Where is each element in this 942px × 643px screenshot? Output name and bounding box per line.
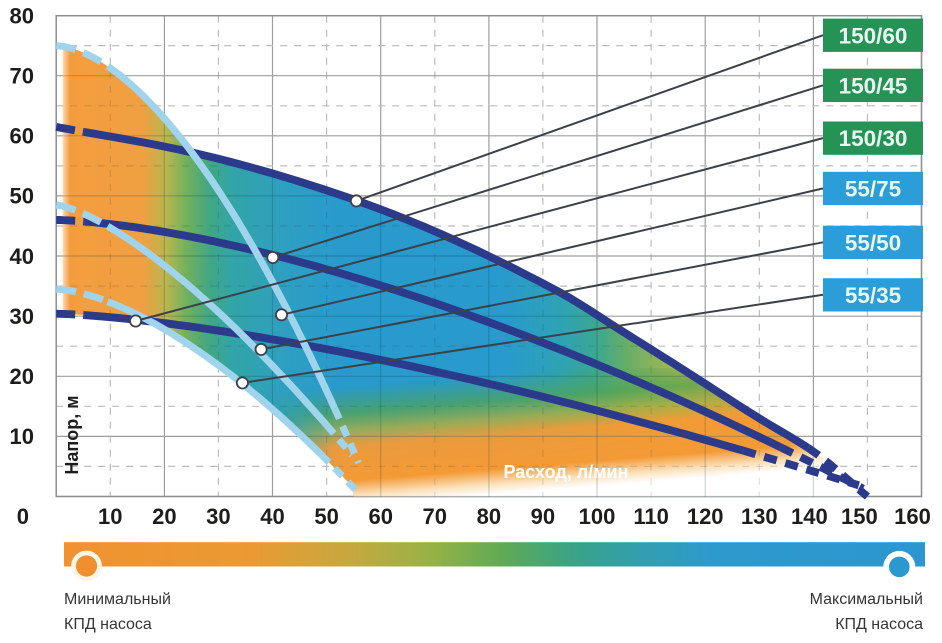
svg-text:50: 50 [314, 504, 338, 529]
svg-text:55/35: 55/35 [845, 283, 901, 308]
svg-text:60: 60 [368, 504, 392, 529]
svg-text:40: 40 [10, 244, 34, 269]
svg-text:90: 90 [531, 504, 555, 529]
svg-text:50: 50 [10, 184, 34, 209]
svg-text:70: 70 [10, 64, 34, 89]
svg-text:70: 70 [423, 504, 447, 529]
svg-text:100: 100 [579, 504, 616, 529]
svg-text:30: 30 [206, 504, 230, 529]
svg-text:150: 150 [841, 504, 878, 529]
svg-text:30: 30 [10, 304, 34, 329]
svg-text:55/50: 55/50 [845, 230, 901, 255]
svg-text:80: 80 [477, 504, 501, 529]
svg-text:130: 130 [741, 504, 778, 529]
svg-text:Расход, л/мин: Расход, л/мин [504, 462, 629, 482]
svg-text:120: 120 [687, 504, 724, 529]
svg-text:40: 40 [260, 504, 284, 529]
svg-text:Минимальный: Минимальный [64, 591, 171, 608]
svg-text:110: 110 [633, 504, 669, 529]
svg-text:160: 160 [894, 504, 931, 529]
svg-text:55/75: 55/75 [845, 177, 901, 202]
svg-text:140: 140 [791, 504, 828, 529]
svg-text:0: 0 [17, 504, 29, 529]
svg-text:80: 80 [10, 3, 34, 28]
svg-text:150/30: 150/30 [839, 126, 908, 151]
svg-text:150/60: 150/60 [839, 23, 908, 48]
svg-text:60: 60 [10, 124, 34, 149]
svg-text:20: 20 [152, 504, 176, 529]
svg-text:КПД насоса: КПД насоса [835, 616, 923, 633]
svg-text:10: 10 [98, 504, 122, 529]
svg-text:Напор, м: Напор, м [62, 395, 82, 474]
svg-text:Максимальный: Максимальный [810, 591, 923, 608]
svg-text:КПД насоса: КПД насоса [64, 616, 152, 633]
svg-text:150/45: 150/45 [839, 73, 908, 98]
svg-text:20: 20 [10, 364, 34, 389]
svg-text:10: 10 [10, 424, 34, 449]
